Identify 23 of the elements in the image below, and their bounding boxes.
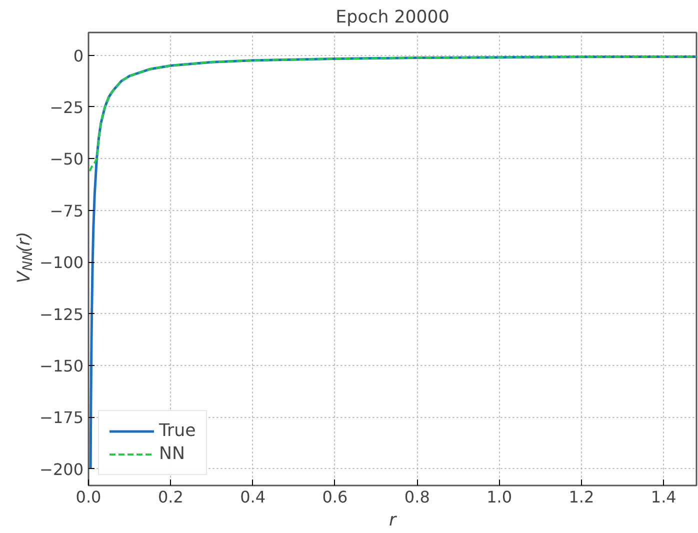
x-tick-label: 0.8 <box>404 488 430 506</box>
y-tick-label: −175 <box>40 408 84 428</box>
y-tick-label: −50 <box>50 150 84 169</box>
x-tick-label: 0.6 <box>322 488 348 506</box>
x-tick-label: 1.4 <box>650 488 676 506</box>
x-tick-label: 0.0 <box>76 488 102 506</box>
y-axis-title: VNN(r) <box>14 232 36 284</box>
x-tick-label: 0.2 <box>158 488 184 506</box>
x-tick-label: 0.4 <box>240 488 266 506</box>
chart-title: Epoch 20000 <box>336 8 450 28</box>
line-series <box>88 56 696 172</box>
y-tick-label: −100 <box>40 253 84 272</box>
legend-label: True <box>159 421 196 441</box>
x-tick-label: 1.2 <box>568 488 594 506</box>
legend-label: NN <box>159 444 185 464</box>
y-tick-label: 0 <box>73 46 84 66</box>
x-tick-label: 1.0 <box>486 488 512 506</box>
y-tick-label: −25 <box>50 98 84 117</box>
y-tick-label: −125 <box>40 304 84 324</box>
y-tick-label: −150 <box>40 356 84 376</box>
y-tick-label: −200 <box>40 460 84 479</box>
y-tick-label: −75 <box>50 201 84 220</box>
x-axis-title: r <box>388 510 398 530</box>
